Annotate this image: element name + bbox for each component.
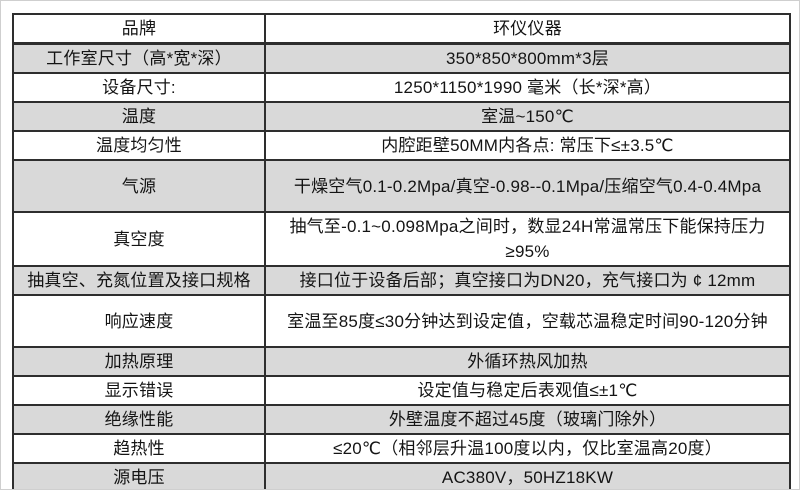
spec-table: 品牌 环仪仪器 工作室尺寸（高*宽*深） 350*850*800mm*3层 设备…	[12, 13, 791, 489]
spec-label-cell: 设备尺寸:	[12, 72, 266, 103]
spec-value-cell: 接口位于设备后部；真空接口为DN20，充气接口为 ¢ 12mm	[264, 265, 791, 296]
spec-value-cell: 环仪仪器	[264, 13, 791, 45]
spec-value-cell: 室温至85度≤30分钟达到设定值，空载芯温稳定时间90-120分钟	[264, 294, 791, 348]
spec-label-cell: 温度均匀性	[12, 130, 266, 161]
spec-value-cell: 室温~150℃	[264, 101, 791, 132]
table-row: 温度均匀性 内腔距壁50MM内各点: 常压下≤±3.5℃	[12, 130, 791, 161]
spec-value-cell: 外壁温度不超过45度（玻璃门除外）	[264, 404, 791, 435]
table-row: 品牌 环仪仪器	[12, 13, 791, 45]
table-row: 工作室尺寸（高*宽*深） 350*850*800mm*3层	[12, 42, 791, 74]
table-row: 源电压 AC380V，50HZ18KW	[12, 462, 791, 489]
table-row: 设备尺寸: 1250*1150*1990 毫米（长*深*高）	[12, 72, 791, 103]
spec-label-cell: 绝缘性能	[12, 404, 266, 435]
spec-value-cell: 内腔距壁50MM内各点: 常压下≤±3.5℃	[264, 130, 791, 161]
table-row: 趋热性 ≤20℃（相邻层升温100度以内，仅比室温高20度）	[12, 433, 791, 464]
spec-value-cell: 设定值与稳定后表观值≤±1℃	[264, 375, 791, 406]
spec-value-cell: 350*850*800mm*3层	[264, 42, 791, 74]
spec-value-cell: 干燥空气0.1-0.2Mpa/真空-0.98--0.1Mpa/压缩空气0.4-0…	[264, 159, 791, 213]
spec-label-cell: 气源	[12, 159, 266, 213]
table-row: 显示错误 设定值与稳定后表观值≤±1℃	[12, 375, 791, 406]
spec-value-cell: AC380V，50HZ18KW	[264, 462, 791, 489]
spec-label-cell: 工作室尺寸（高*宽*深）	[12, 42, 266, 74]
spec-label-cell: 真空度	[12, 211, 266, 267]
spec-label-cell: 加热原理	[12, 346, 266, 377]
spec-value-cell: ≤20℃（相邻层升温100度以内，仅比室温高20度）	[264, 433, 791, 464]
table-row: 响应速度 室温至85度≤30分钟达到设定值，空载芯温稳定时间90-120分钟	[12, 294, 791, 348]
spec-value-cell: 抽气至-0.1~0.098Mpa之间时，数显24H常温常压下能保持压力≥95%	[264, 211, 791, 267]
table-row: 抽真空、充氮位置及接口规格 接口位于设备后部；真空接口为DN20，充气接口为 ¢…	[12, 265, 791, 296]
table-row: 加热原理 外循环热风加热	[12, 346, 791, 377]
spec-label-cell: 品牌	[12, 13, 266, 45]
table-row: 真空度 抽气至-0.1~0.098Mpa之间时，数显24H常温常压下能保持压力≥…	[12, 211, 791, 267]
spec-label-cell: 趋热性	[12, 433, 266, 464]
table-row: 气源 干燥空气0.1-0.2Mpa/真空-0.98--0.1Mpa/压缩空气0.…	[12, 159, 791, 213]
spec-label-cell: 源电压	[12, 462, 266, 489]
spec-label-cell: 抽真空、充氮位置及接口规格	[12, 265, 266, 296]
spec-value-cell: 1250*1150*1990 毫米（长*深*高）	[264, 72, 791, 103]
spec-label-cell: 响应速度	[12, 294, 266, 348]
table-row: 温度 室温~150℃	[12, 101, 791, 132]
table-row: 绝缘性能 外壁温度不超过45度（玻璃门除外）	[12, 404, 791, 435]
spec-label-cell: 温度	[12, 101, 266, 132]
spec-value-cell: 外循环热风加热	[264, 346, 791, 377]
spec-label-cell: 显示错误	[12, 375, 266, 406]
